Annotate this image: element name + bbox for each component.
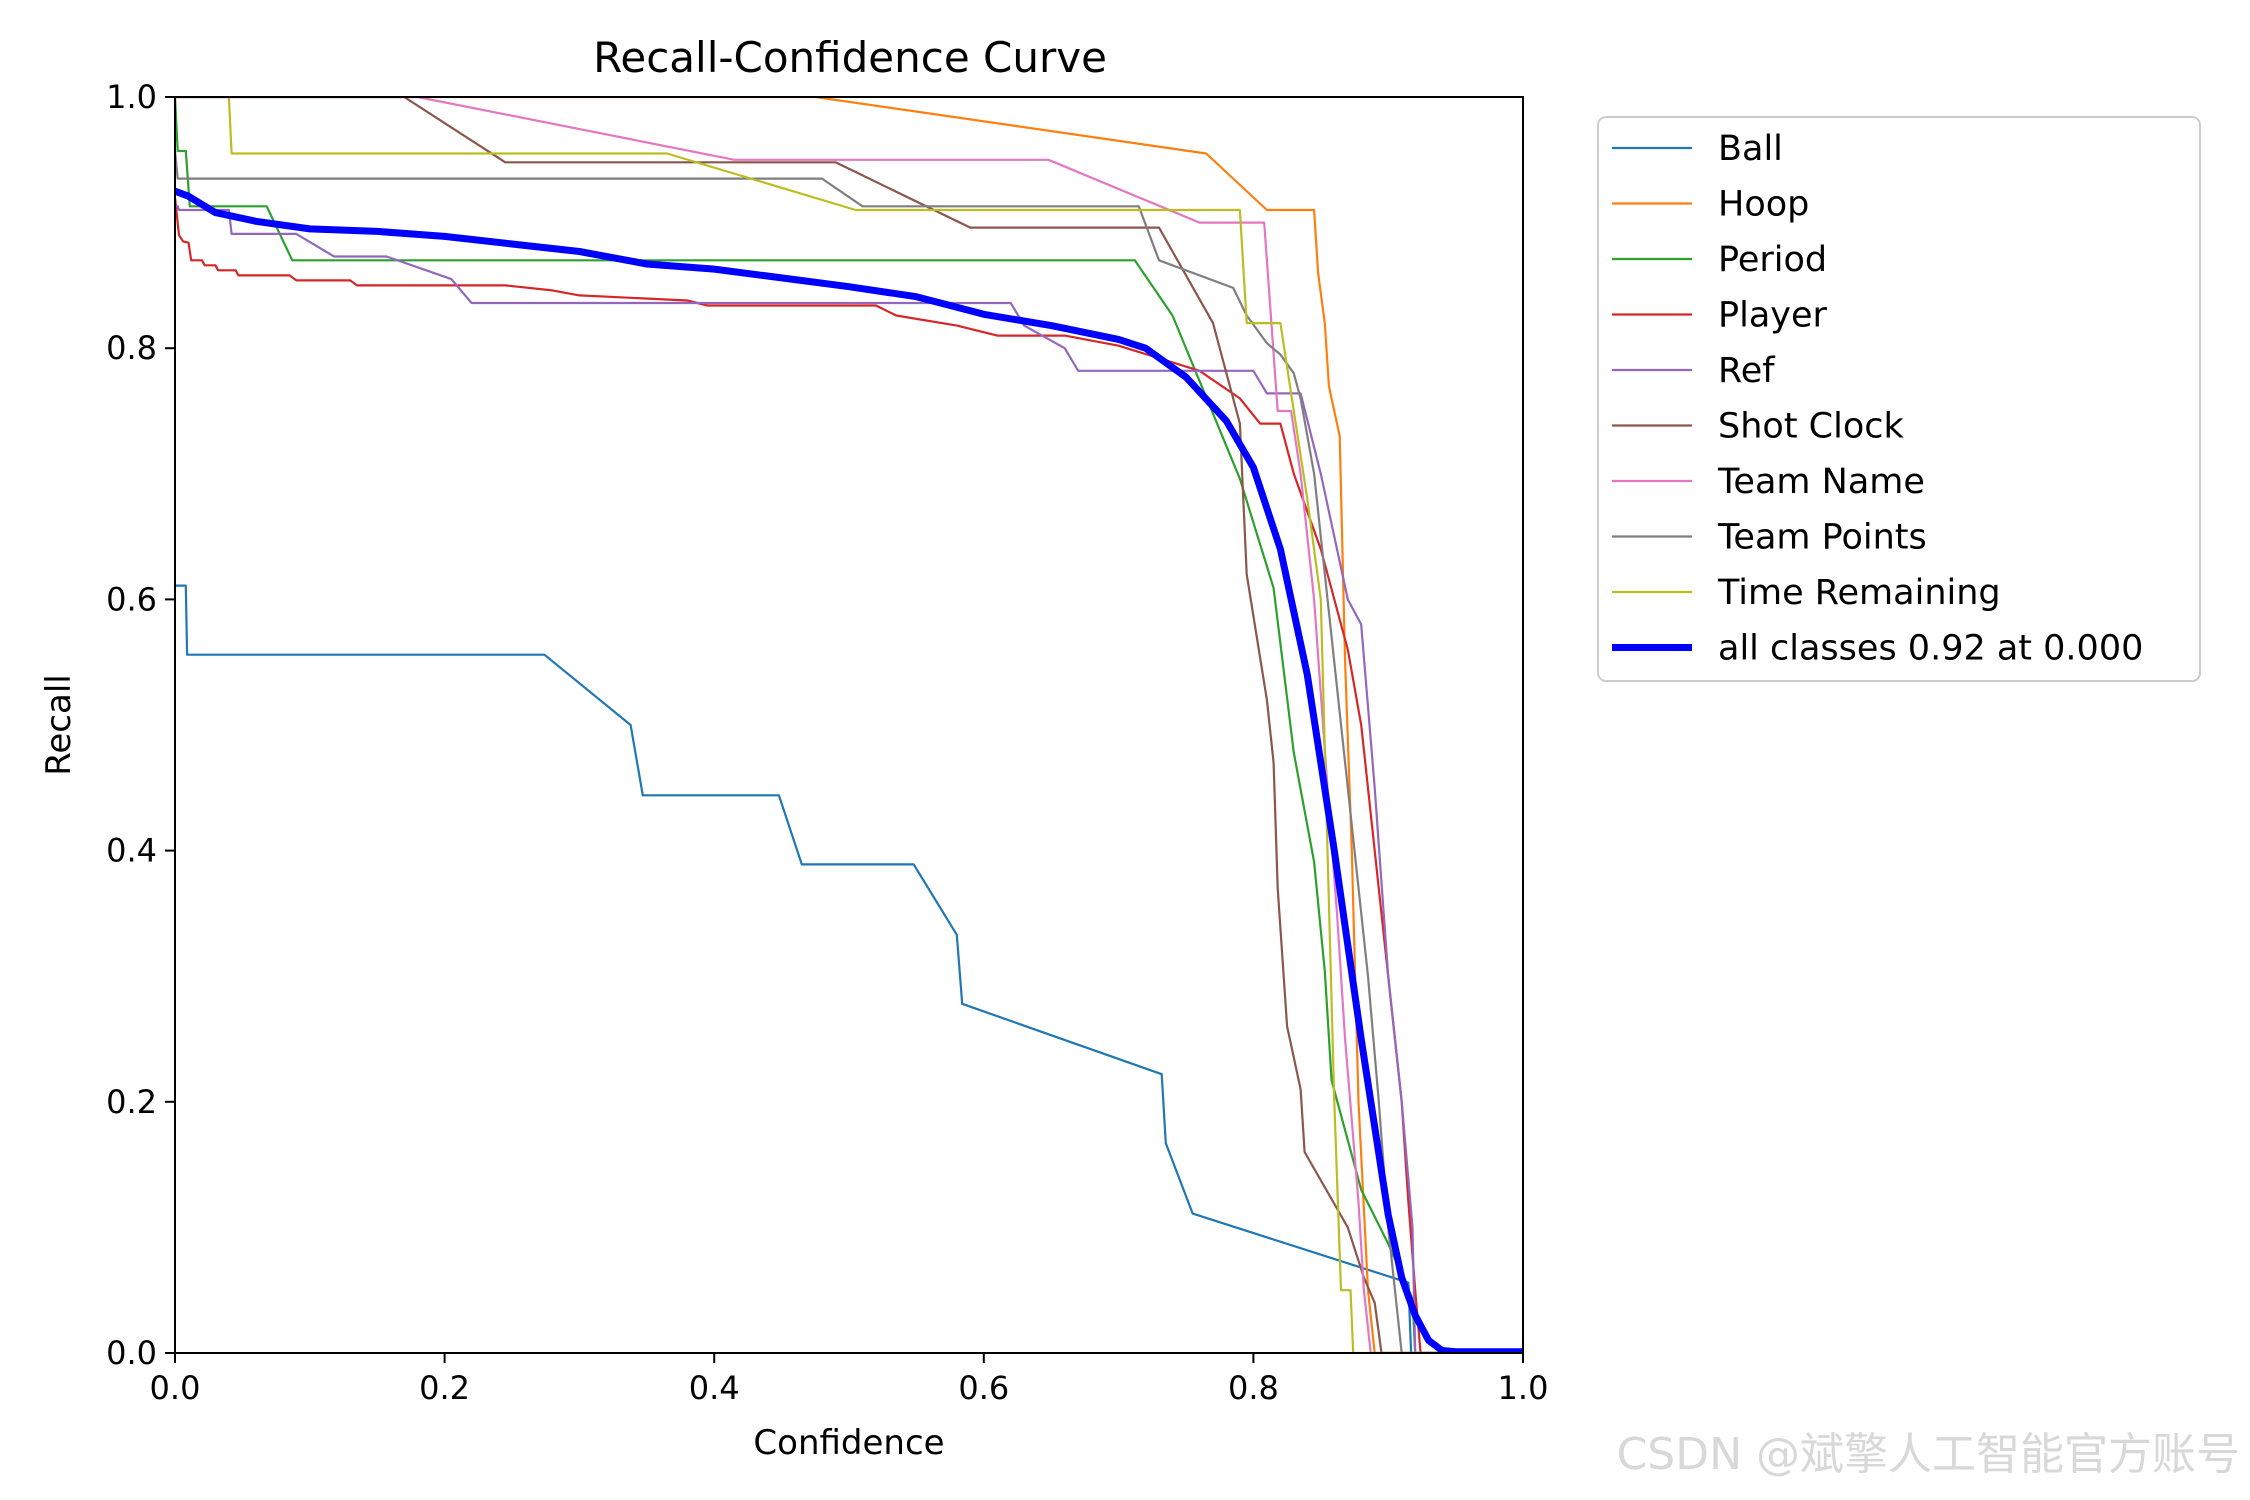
legend-label-period: Period: [1718, 240, 1827, 280]
y-axis-label: Recall: [39, 674, 79, 775]
y-tick-label: 0.8: [106, 329, 157, 367]
legend-label-team-points: Team Points: [1717, 518, 1927, 558]
x-tick-label: 0.8: [1228, 1369, 1279, 1407]
x-axis-ticks: 0.0 0.2 0.4 0.6 0.8 1.0: [150, 1353, 1549, 1407]
series-line-hoop: [175, 97, 1523, 1353]
legend-label-shot-clock: Shot Clock: [1718, 407, 1904, 447]
y-tick-label: 1.0: [106, 78, 157, 116]
legend-label-all-classes-0-92-at-0-000: all classes 0.92 at 0.000: [1718, 629, 2143, 669]
legend-box: [1597, 116, 2201, 682]
y-tick-label: 0.4: [106, 832, 157, 870]
x-tick-label: 0.2: [419, 1369, 470, 1407]
y-tick-label: 0.2: [106, 1083, 157, 1121]
x-tick-label: 1.0: [1498, 1369, 1549, 1407]
y-tick-label: 0.0: [106, 1334, 157, 1372]
series-line-ref: [175, 205, 1523, 1353]
legend-label-time-remaining: Time Remaining: [1717, 573, 2001, 613]
legend-label-team-name: Team Name: [1717, 462, 1925, 502]
x-tick-label: 0.6: [958, 1369, 1009, 1407]
legend-label-player: Player: [1718, 296, 1828, 336]
series-layer: [175, 97, 1523, 1353]
legend-label-ball: Ball: [1718, 129, 1783, 169]
series-line-team-points: [175, 150, 1523, 1353]
y-axis-ticks: 0.0 0.2 0.4 0.6 0.8 1.0: [106, 78, 175, 1372]
x-axis-label: Confidence: [753, 1423, 944, 1463]
chart-title: Recall-Confidence Curve: [593, 33, 1107, 82]
series-line-ball: [175, 584, 1523, 1353]
x-tick-label: 0.0: [150, 1369, 201, 1407]
series-line-time-remaining: [227, 97, 1523, 1353]
y-tick-label: 0.6: [106, 580, 157, 618]
legend-label-hoop: Hoop: [1718, 185, 1809, 225]
series-line-all-classes-0-92-at-0-000: [175, 187, 1523, 1353]
legend: Ball Hoop Period Player Ref Shot Clock Team Na…: [1597, 116, 2201, 682]
series-line-shot-clock: [175, 97, 1523, 1353]
plot-frame: [174, 96, 1524, 1354]
watermark: CSDN @斌擎人工智能官方账号: [1616, 1429, 2240, 1480]
series-line-player: [175, 197, 1523, 1353]
legend-label-ref: Ref: [1718, 351, 1775, 391]
series-line-team-name: [175, 97, 1523, 1353]
series-line-period: [175, 97, 1523, 1353]
x-tick-label: 0.4: [689, 1369, 740, 1407]
